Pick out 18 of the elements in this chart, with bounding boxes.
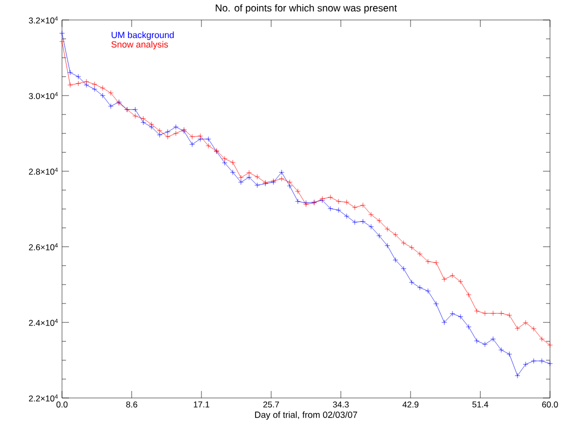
x-tick-label: 8.6 (126, 402, 138, 408)
y-tick-label: 2.6×10$^{4}$ (28, 243, 58, 250)
x-tick-label: 51.4 (472, 402, 488, 408)
x-tick-label: 17.1 (194, 402, 210, 408)
x-tick-label: 34.3 (332, 402, 349, 408)
x-tick-label: 42.9 (402, 402, 418, 408)
text: Snow analysis (111, 40, 168, 50)
x-tick-label: 25.7 (263, 402, 279, 408)
y-tick-label: 3.2×10$^{4}$ (28, 16, 58, 24)
y-tick-label: 2.4×10$^{4}$ (28, 318, 58, 326)
y-tick-label: 2.2×10$^{4}$ (28, 394, 58, 402)
y-tick-label: 3.0×10$^{4}$ (28, 92, 58, 100)
y-tick-label: 2.8×10$^{4}$ (28, 168, 58, 175)
x-axis-title: Day of trial, from 02/03/07 (255, 411, 358, 420)
x-tick-label: 0.0 (56, 402, 68, 408)
chart-title: No. of points for which snow was present (216, 4, 397, 14)
x-tick-label: 60.0 (542, 402, 558, 408)
text: UM background (112, 32, 174, 40)
